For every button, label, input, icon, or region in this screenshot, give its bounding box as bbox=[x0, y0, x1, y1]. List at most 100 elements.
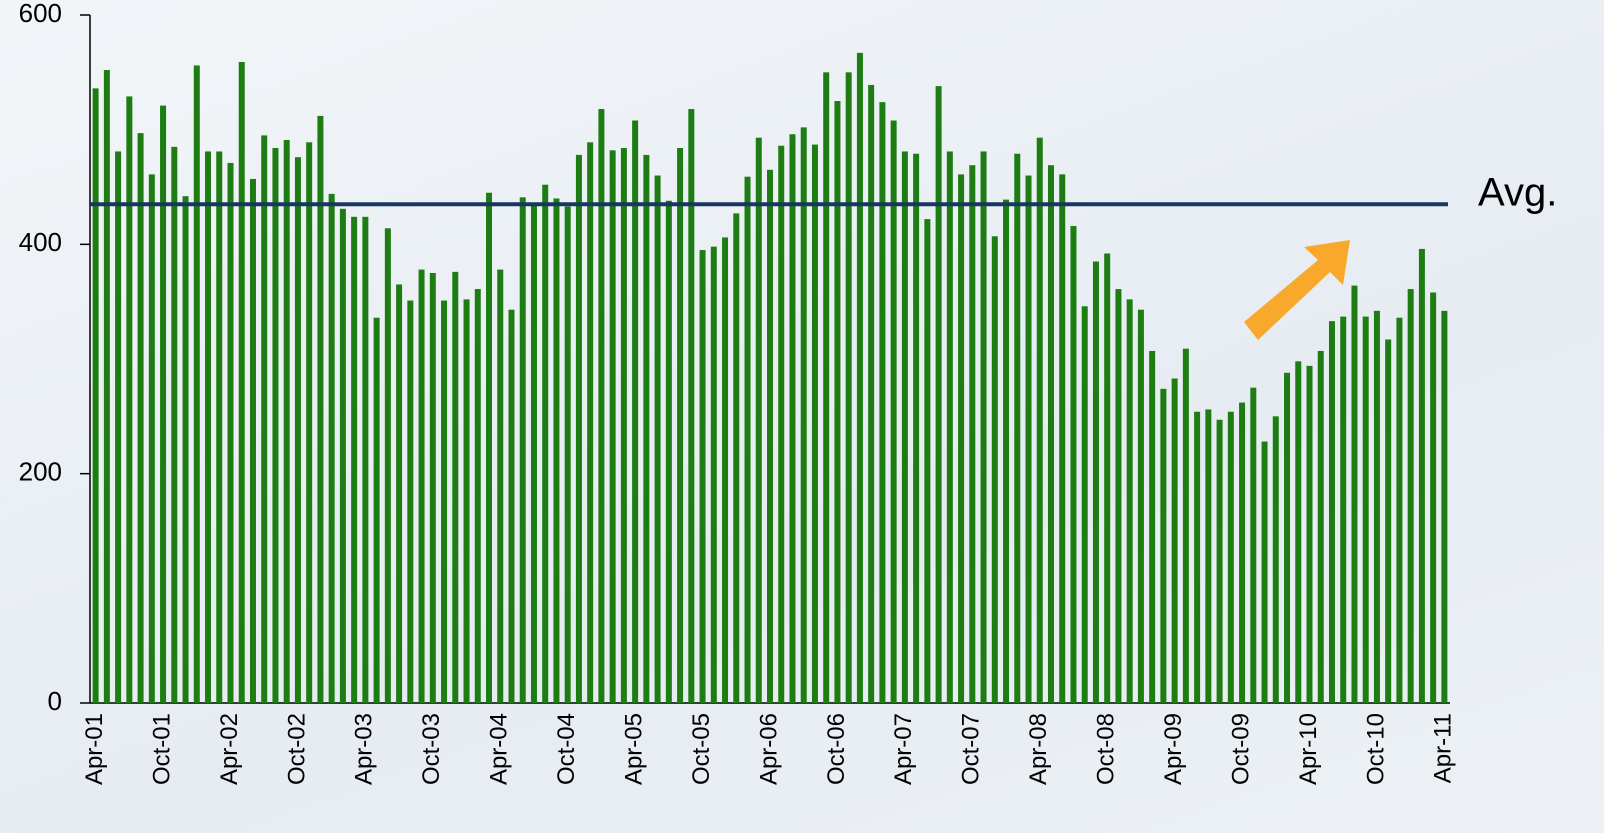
bar bbox=[587, 142, 594, 703]
bar bbox=[486, 192, 493, 703]
x-tick-label: Oct-02 bbox=[283, 713, 310, 785]
bar bbox=[1137, 309, 1144, 703]
bar bbox=[868, 84, 875, 704]
bar bbox=[1171, 378, 1178, 703]
bar bbox=[373, 317, 380, 703]
bar bbox=[980, 151, 987, 703]
bar bbox=[205, 151, 212, 703]
bar bbox=[564, 206, 571, 703]
bar bbox=[767, 169, 773, 704]
bar bbox=[1396, 317, 1403, 703]
bar bbox=[317, 115, 324, 703]
bar bbox=[1149, 350, 1156, 703]
bar bbox=[160, 105, 167, 703]
bar bbox=[1295, 361, 1302, 703]
bar bbox=[969, 165, 976, 704]
x-tick-label: Oct-07 bbox=[958, 713, 985, 785]
bar bbox=[1025, 175, 1032, 704]
bar bbox=[474, 289, 481, 703]
bar bbox=[283, 139, 290, 703]
bar bbox=[1250, 387, 1257, 703]
bar bbox=[1362, 316, 1369, 703]
bar bbox=[1261, 441, 1268, 703]
bar bbox=[1003, 199, 1010, 703]
bar bbox=[384, 228, 391, 703]
bar bbox=[1047, 165, 1054, 704]
x-tick-label: Oct-08 bbox=[1093, 713, 1120, 785]
bar bbox=[407, 300, 414, 703]
y-tick-label: 600 bbox=[19, 0, 62, 28]
bar bbox=[272, 148, 279, 704]
bar bbox=[362, 216, 369, 703]
bar bbox=[1441, 310, 1448, 703]
x-tick-label: Oct-05 bbox=[688, 713, 715, 785]
bar bbox=[1205, 409, 1212, 703]
bar bbox=[677, 148, 684, 704]
bar bbox=[755, 137, 762, 703]
bar bbox=[137, 133, 144, 703]
bar bbox=[1194, 411, 1201, 703]
bar bbox=[351, 216, 358, 703]
bar bbox=[1092, 261, 1099, 703]
bar bbox=[1351, 285, 1358, 703]
bar bbox=[92, 88, 99, 704]
x-tick-label: Apr-10 bbox=[1295, 713, 1322, 785]
bar bbox=[508, 309, 515, 703]
bar bbox=[800, 127, 807, 703]
bar bbox=[778, 145, 785, 704]
bar bbox=[227, 162, 234, 704]
bar bbox=[463, 299, 470, 703]
bar bbox=[193, 65, 200, 704]
bar bbox=[1430, 292, 1437, 703]
bar bbox=[148, 174, 155, 704]
bar bbox=[1182, 348, 1189, 703]
x-tick-label: Oct-01 bbox=[148, 713, 175, 785]
bar bbox=[294, 157, 301, 704]
bar bbox=[429, 273, 436, 703]
x-tick-label: Apr-04 bbox=[486, 713, 513, 785]
x-tick-label: Apr-08 bbox=[1025, 713, 1052, 785]
x-tick-label: Apr-09 bbox=[1160, 713, 1187, 785]
bar bbox=[249, 178, 256, 703]
bar bbox=[834, 101, 841, 703]
x-tick-label: Apr-02 bbox=[216, 713, 243, 785]
bar bbox=[1373, 310, 1380, 703]
bar bbox=[497, 269, 504, 703]
bar bbox=[823, 72, 830, 704]
x-tick-label: Apr-03 bbox=[351, 713, 378, 785]
bar bbox=[542, 184, 549, 703]
bar bbox=[306, 142, 313, 703]
x-tick-label: Apr-01 bbox=[81, 713, 108, 785]
bar bbox=[924, 219, 931, 703]
x-tick-label: Apr-11 bbox=[1430, 713, 1457, 783]
bar bbox=[789, 134, 796, 704]
bar bbox=[699, 250, 706, 704]
bar bbox=[1126, 299, 1133, 703]
bar bbox=[688, 109, 695, 703]
bar bbox=[913, 153, 920, 703]
bar bbox=[958, 174, 965, 704]
bar bbox=[103, 70, 110, 704]
x-tick-label: Oct-04 bbox=[553, 713, 580, 785]
bar bbox=[620, 148, 627, 704]
bar bbox=[722, 237, 729, 703]
bar bbox=[1104, 253, 1111, 704]
bar bbox=[665, 200, 672, 703]
bar bbox=[441, 300, 448, 703]
bar bbox=[1407, 289, 1414, 703]
bar bbox=[1014, 153, 1021, 703]
bar bbox=[1272, 416, 1279, 703]
x-tick-label: Oct-03 bbox=[418, 713, 445, 785]
bar bbox=[811, 144, 818, 703]
bar bbox=[1418, 248, 1425, 704]
bar bbox=[1070, 225, 1077, 703]
bar bbox=[1306, 365, 1313, 703]
bar bbox=[553, 198, 560, 703]
bar bbox=[632, 120, 639, 703]
bar bbox=[946, 151, 953, 703]
y-tick-label: 0 bbox=[48, 686, 62, 716]
bar bbox=[1216, 419, 1223, 703]
x-tick-label: Oct-09 bbox=[1227, 713, 1254, 785]
